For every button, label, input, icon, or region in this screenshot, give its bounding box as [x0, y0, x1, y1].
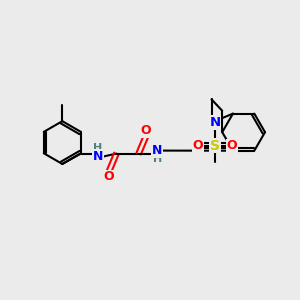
Text: N: N — [209, 116, 221, 129]
Text: O: O — [104, 170, 114, 183]
Text: H: H — [93, 143, 103, 153]
Text: H: H — [152, 154, 162, 164]
Text: S: S — [210, 139, 220, 153]
Text: O: O — [193, 139, 203, 152]
Text: N: N — [93, 150, 103, 163]
Text: N: N — [152, 144, 162, 157]
Text: O: O — [227, 139, 237, 152]
Text: O: O — [141, 124, 152, 137]
